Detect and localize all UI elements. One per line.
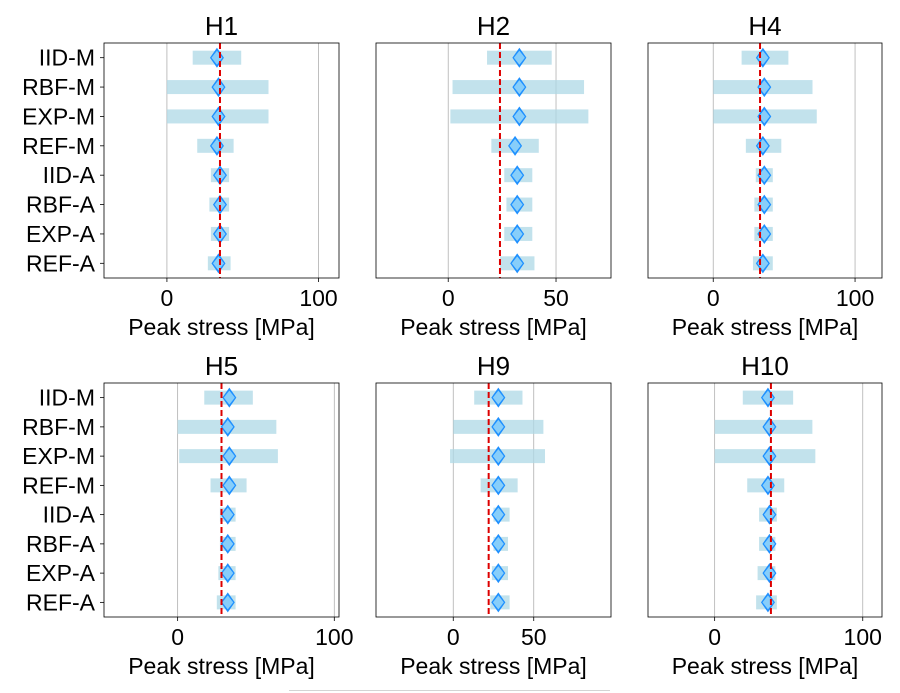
point-marker-highlight [758, 197, 770, 212]
axes-frame [103, 42, 340, 279]
x-tick-label: 100 [299, 285, 337, 311]
point-marker-highlight [212, 256, 224, 271]
point-marker-highlight [212, 109, 224, 124]
point-marker-highlight [222, 566, 234, 581]
chart-panel-h5: 0 100 IID-M RBF-M EXP-M REF-M IID-A RBF-A EXP-A R… [22, 351, 353, 679]
x-axis-label: Peak stress [MPa] [672, 653, 859, 679]
point-marker-highlight [492, 507, 504, 522]
point-marker-highlight [513, 80, 525, 95]
y-tick-label: EXP-M [22, 443, 95, 469]
y-tick-label: RBF-M [22, 74, 95, 100]
y-tick-label: IID-M [39, 385, 95, 411]
point-marker-highlight [492, 536, 504, 551]
point-marker-highlight [511, 197, 523, 212]
legend-frame-edge [289, 690, 610, 693]
point-marker-highlight [511, 226, 523, 241]
point-marker-highlight [222, 419, 234, 434]
point-marker-highlight [492, 566, 504, 581]
x-tick-label: 50 [521, 624, 547, 650]
x-tick-label: 50 [543, 285, 569, 311]
point-marker-highlight [492, 595, 504, 610]
y-tick-label: EXP-M [22, 103, 95, 129]
point-marker-highlight [758, 80, 770, 95]
chart-panel-h1: 0 100 IID-M RBF-M EXP-M REF-M IID-A RBF-A EXP-A R… [22, 11, 340, 340]
point-marker-highlight [513, 50, 525, 65]
x-axis-label: Peak stress [MPa] [128, 653, 315, 679]
x-tick-label: 100 [315, 624, 353, 650]
x-axis-label: Peak stress [MPa] [672, 314, 859, 340]
chart-title: H2 [477, 11, 510, 41]
x-tick-label: 0 [707, 285, 720, 311]
point-marker-highlight [511, 256, 523, 271]
point-marker-highlight [223, 449, 235, 464]
point-marker-highlight [763, 507, 775, 522]
chart-title: H9 [477, 351, 510, 381]
chart-title: H4 [748, 11, 781, 41]
x-tick-label: 100 [836, 285, 874, 311]
point-marker-highlight [222, 595, 234, 610]
chart-title: H10 [741, 351, 789, 381]
x-tick-label: 0 [708, 624, 721, 650]
axes-frame [647, 382, 883, 618]
y-tick-label: RBF-M [22, 414, 95, 440]
y-tick-label: REF-A [26, 250, 96, 276]
chart-panel-h9: 0 50 H9 Peak stress [MPa] [375, 351, 612, 679]
point-marker-highlight [758, 109, 770, 124]
point-marker-highlight [511, 168, 523, 183]
point-marker-highlight [492, 478, 504, 493]
x-tick-label: 0 [171, 624, 184, 650]
x-axis-label: Peak stress [MPa] [400, 653, 587, 679]
axes-frame [375, 42, 612, 279]
point-marker-highlight [214, 197, 226, 212]
point-marker-highlight [223, 478, 235, 493]
point-marker-highlight [223, 390, 235, 405]
y-tick-label: RBF-A [26, 192, 96, 218]
point-marker-highlight [222, 507, 234, 522]
point-marker-highlight [222, 536, 234, 551]
point-marker-highlight [763, 419, 775, 434]
point-marker-highlight [212, 80, 224, 95]
y-tick-label: REF-A [26, 589, 96, 615]
chart-title: H5 [205, 351, 238, 381]
point-marker-highlight [758, 226, 770, 241]
point-marker-highlight [763, 566, 775, 581]
point-marker-highlight [492, 449, 504, 464]
point-marker-highlight [214, 168, 226, 183]
chart-panel-h2: 0 50 H2 Peak stress [MPa] [375, 11, 612, 340]
x-tick-label: 0 [447, 624, 460, 650]
axes-frame [103, 382, 340, 618]
y-tick-label: REF-M [22, 133, 95, 159]
point-marker-highlight [758, 168, 770, 183]
y-tick-label: RBF-A [26, 531, 96, 557]
point-marker-highlight [762, 478, 774, 493]
axes-frame [375, 382, 612, 618]
y-tick-label: IID-A [43, 162, 96, 188]
point-marker-highlight [509, 138, 521, 153]
x-axis-label: Peak stress [MPa] [128, 314, 315, 340]
point-marker-highlight [513, 109, 525, 124]
y-tick-label: IID-A [43, 502, 96, 528]
y-tick-label: IID-M [39, 45, 95, 71]
x-tick-label: 0 [161, 285, 174, 311]
point-marker-highlight [762, 595, 774, 610]
x-tick-label: 0 [442, 285, 455, 311]
chart-title: H1 [205, 11, 238, 41]
point-marker-highlight [763, 536, 775, 551]
x-tick-label: 100 [844, 624, 882, 650]
chart-panel-h10: 0 100 H10 Peak stress [MPa] [647, 351, 883, 679]
y-tick-label: EXP-A [26, 221, 96, 247]
x-axis-label: Peak stress [MPa] [400, 314, 587, 340]
chart-panel-h4: 0 100 H4 Peak stress [MPa] [647, 11, 883, 340]
y-tick-label: REF-M [22, 472, 95, 498]
point-marker-highlight [492, 390, 504, 405]
point-marker-highlight [492, 419, 504, 434]
y-tick-label: EXP-A [26, 560, 96, 586]
axes-frame [647, 42, 883, 279]
point-marker-highlight [763, 449, 775, 464]
